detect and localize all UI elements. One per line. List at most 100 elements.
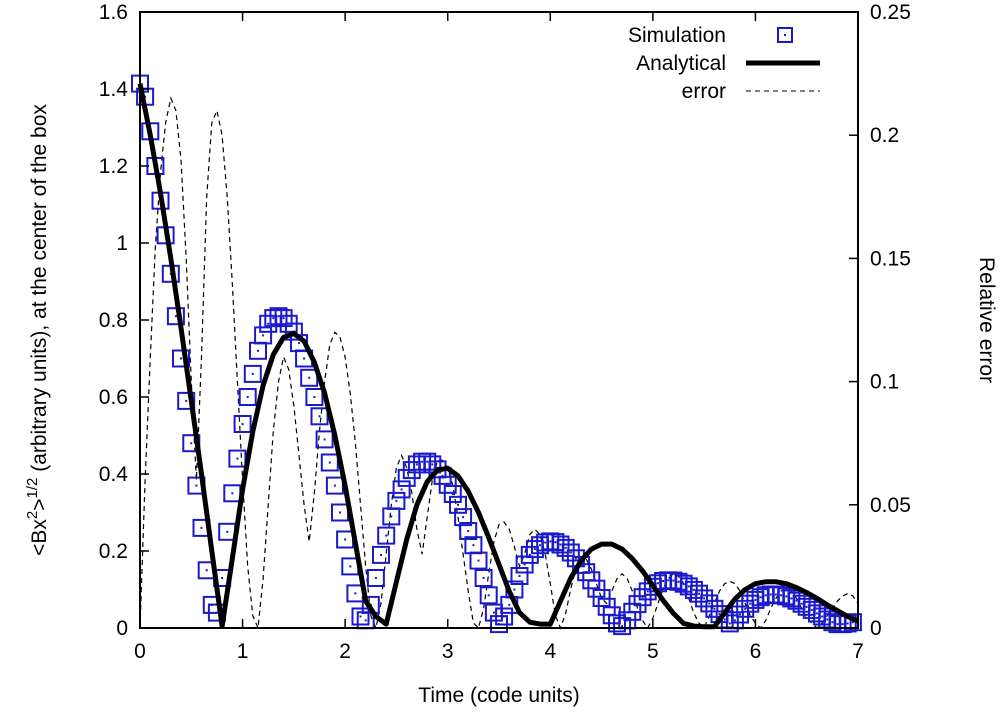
simulation-point-dot bbox=[636, 603, 639, 606]
error-line bbox=[139, 96, 859, 631]
simulation-point-dot bbox=[246, 396, 249, 398]
simulation-point bbox=[474, 569, 493, 587]
simulation-point-dot bbox=[754, 598, 757, 601]
simulation-point bbox=[315, 430, 334, 449]
simulation-point-dot bbox=[549, 540, 552, 543]
simulation-point-dot bbox=[851, 621, 854, 624]
simulation-point-dot bbox=[477, 559, 480, 562]
simulation-point bbox=[377, 526, 396, 545]
simulation-point bbox=[608, 614, 626, 633]
simulation-point-dot bbox=[805, 605, 808, 608]
simulation-point-dot bbox=[841, 623, 844, 626]
simulation-point-dot bbox=[262, 334, 265, 337]
simulation-point bbox=[802, 600, 821, 619]
simulation-point-dot bbox=[318, 415, 321, 418]
simulation-point bbox=[238, 388, 257, 406]
simulation-point bbox=[305, 388, 324, 406]
simulation-point bbox=[690, 584, 708, 603]
simulation-point-dot bbox=[508, 603, 511, 606]
axis-ticks: 0 1 2 3 4 5 6 700.20.40.60.811.21.41.600.050.10… bbox=[99, 1, 911, 663]
simulation-point-dot bbox=[380, 553, 382, 556]
legend-label-analytical: Analytical bbox=[636, 52, 726, 75]
simulation-point bbox=[320, 453, 339, 472]
simulation-point bbox=[515, 555, 534, 574]
simulation-point-dot bbox=[518, 575, 521, 577]
x-tick-label: 5 bbox=[647, 640, 659, 663]
simulation-point-dot bbox=[569, 551, 572, 554]
simulation-point-dot bbox=[698, 592, 700, 595]
y-label-middle: > bbox=[28, 498, 51, 510]
simulation-point-dot bbox=[821, 615, 824, 618]
simulation-point-dot bbox=[410, 469, 413, 472]
simulation-point-dot bbox=[215, 611, 218, 614]
y-left-tick-label: 0 bbox=[116, 617, 128, 640]
simulation-point-dot bbox=[646, 590, 649, 593]
simulation-point-dot bbox=[492, 611, 495, 614]
simulation-point-dot bbox=[523, 563, 526, 566]
simulation-point-dot bbox=[728, 622, 731, 625]
simulation-point-dot bbox=[616, 622, 618, 625]
simulation-point-dot bbox=[544, 541, 547, 544]
simulation-point-dot bbox=[303, 357, 306, 360]
x-tick-label: 1 bbox=[237, 640, 249, 663]
y-right-tick-label: 0.05 bbox=[870, 494, 911, 517]
simulation-point bbox=[797, 597, 816, 616]
simulation-point-dot bbox=[231, 492, 234, 495]
y-left-tick-label: 0.8 bbox=[99, 309, 128, 332]
simulation-point-dot bbox=[282, 317, 285, 320]
simulation-point-dot bbox=[539, 544, 541, 547]
simulation-point-dot bbox=[226, 530, 229, 533]
y-axis-left-label: <Bx2>1/2 (arbitrary units), at the cente… bbox=[24, 104, 51, 556]
y-right-tick-label: 0.2 bbox=[870, 124, 899, 147]
y-label-suffix: (arbitrary units), at the center of the … bbox=[28, 104, 51, 478]
y-left-tick-label: 1 bbox=[116, 232, 128, 255]
simulation-point bbox=[284, 322, 303, 341]
simulation-point bbox=[254, 326, 273, 345]
simulation-point-dot bbox=[431, 463, 434, 466]
simulation-point bbox=[387, 491, 406, 510]
simulation-point bbox=[787, 591, 806, 610]
y-left-tick-label: 1.6 bbox=[99, 1, 128, 24]
analytical-series bbox=[137, 83, 860, 630]
simulation-point-dot bbox=[200, 526, 203, 529]
simulation-point bbox=[443, 485, 462, 503]
simulation-point bbox=[469, 551, 488, 570]
simulation-point-dot bbox=[174, 315, 177, 318]
simulation-point-dot bbox=[272, 317, 275, 320]
y-label-sup1: 2 bbox=[24, 511, 41, 519]
simulation-point bbox=[310, 407, 329, 426]
simulation-point-dot bbox=[759, 596, 762, 599]
simulation-point-dot bbox=[467, 530, 470, 532]
y-left-tick-label: 0.2 bbox=[99, 540, 128, 563]
simulation-point-dot bbox=[687, 585, 690, 588]
simulation-point bbox=[510, 567, 529, 585]
x-tick-label: 7 bbox=[852, 640, 864, 663]
simulation-point-dot bbox=[708, 602, 711, 605]
simulation-point bbox=[792, 594, 811, 613]
y-left-tick-label: 0.6 bbox=[99, 386, 128, 409]
simulation-point bbox=[243, 364, 262, 383]
simulation-point-dot bbox=[800, 602, 803, 605]
simulation-point-dot bbox=[774, 593, 777, 596]
y-left-tick-label: 1.2 bbox=[99, 155, 128, 178]
simulation-point-dot bbox=[785, 595, 788, 598]
simulation-point-dot bbox=[190, 442, 193, 445]
x-tick-label: 3 bbox=[442, 640, 454, 663]
simulation-point-dot bbox=[390, 515, 393, 518]
error-series bbox=[139, 96, 859, 631]
simulation-point-dot bbox=[749, 602, 752, 605]
simulation-point-dot bbox=[308, 376, 311, 379]
simulation-point-dot bbox=[374, 577, 377, 579]
simulation-point-dot bbox=[267, 322, 270, 325]
simulation-point-dot bbox=[236, 457, 239, 460]
simulation-point bbox=[351, 607, 370, 626]
simulation-point bbox=[705, 599, 724, 618]
simulation-point-dot bbox=[641, 596, 644, 599]
simulation-point bbox=[459, 522, 478, 540]
simulation-point bbox=[700, 594, 719, 613]
simulation-point bbox=[392, 480, 411, 499]
simulation-point-dot bbox=[780, 594, 783, 597]
simulation-point bbox=[449, 495, 467, 514]
simulation-point-dot bbox=[333, 484, 336, 487]
